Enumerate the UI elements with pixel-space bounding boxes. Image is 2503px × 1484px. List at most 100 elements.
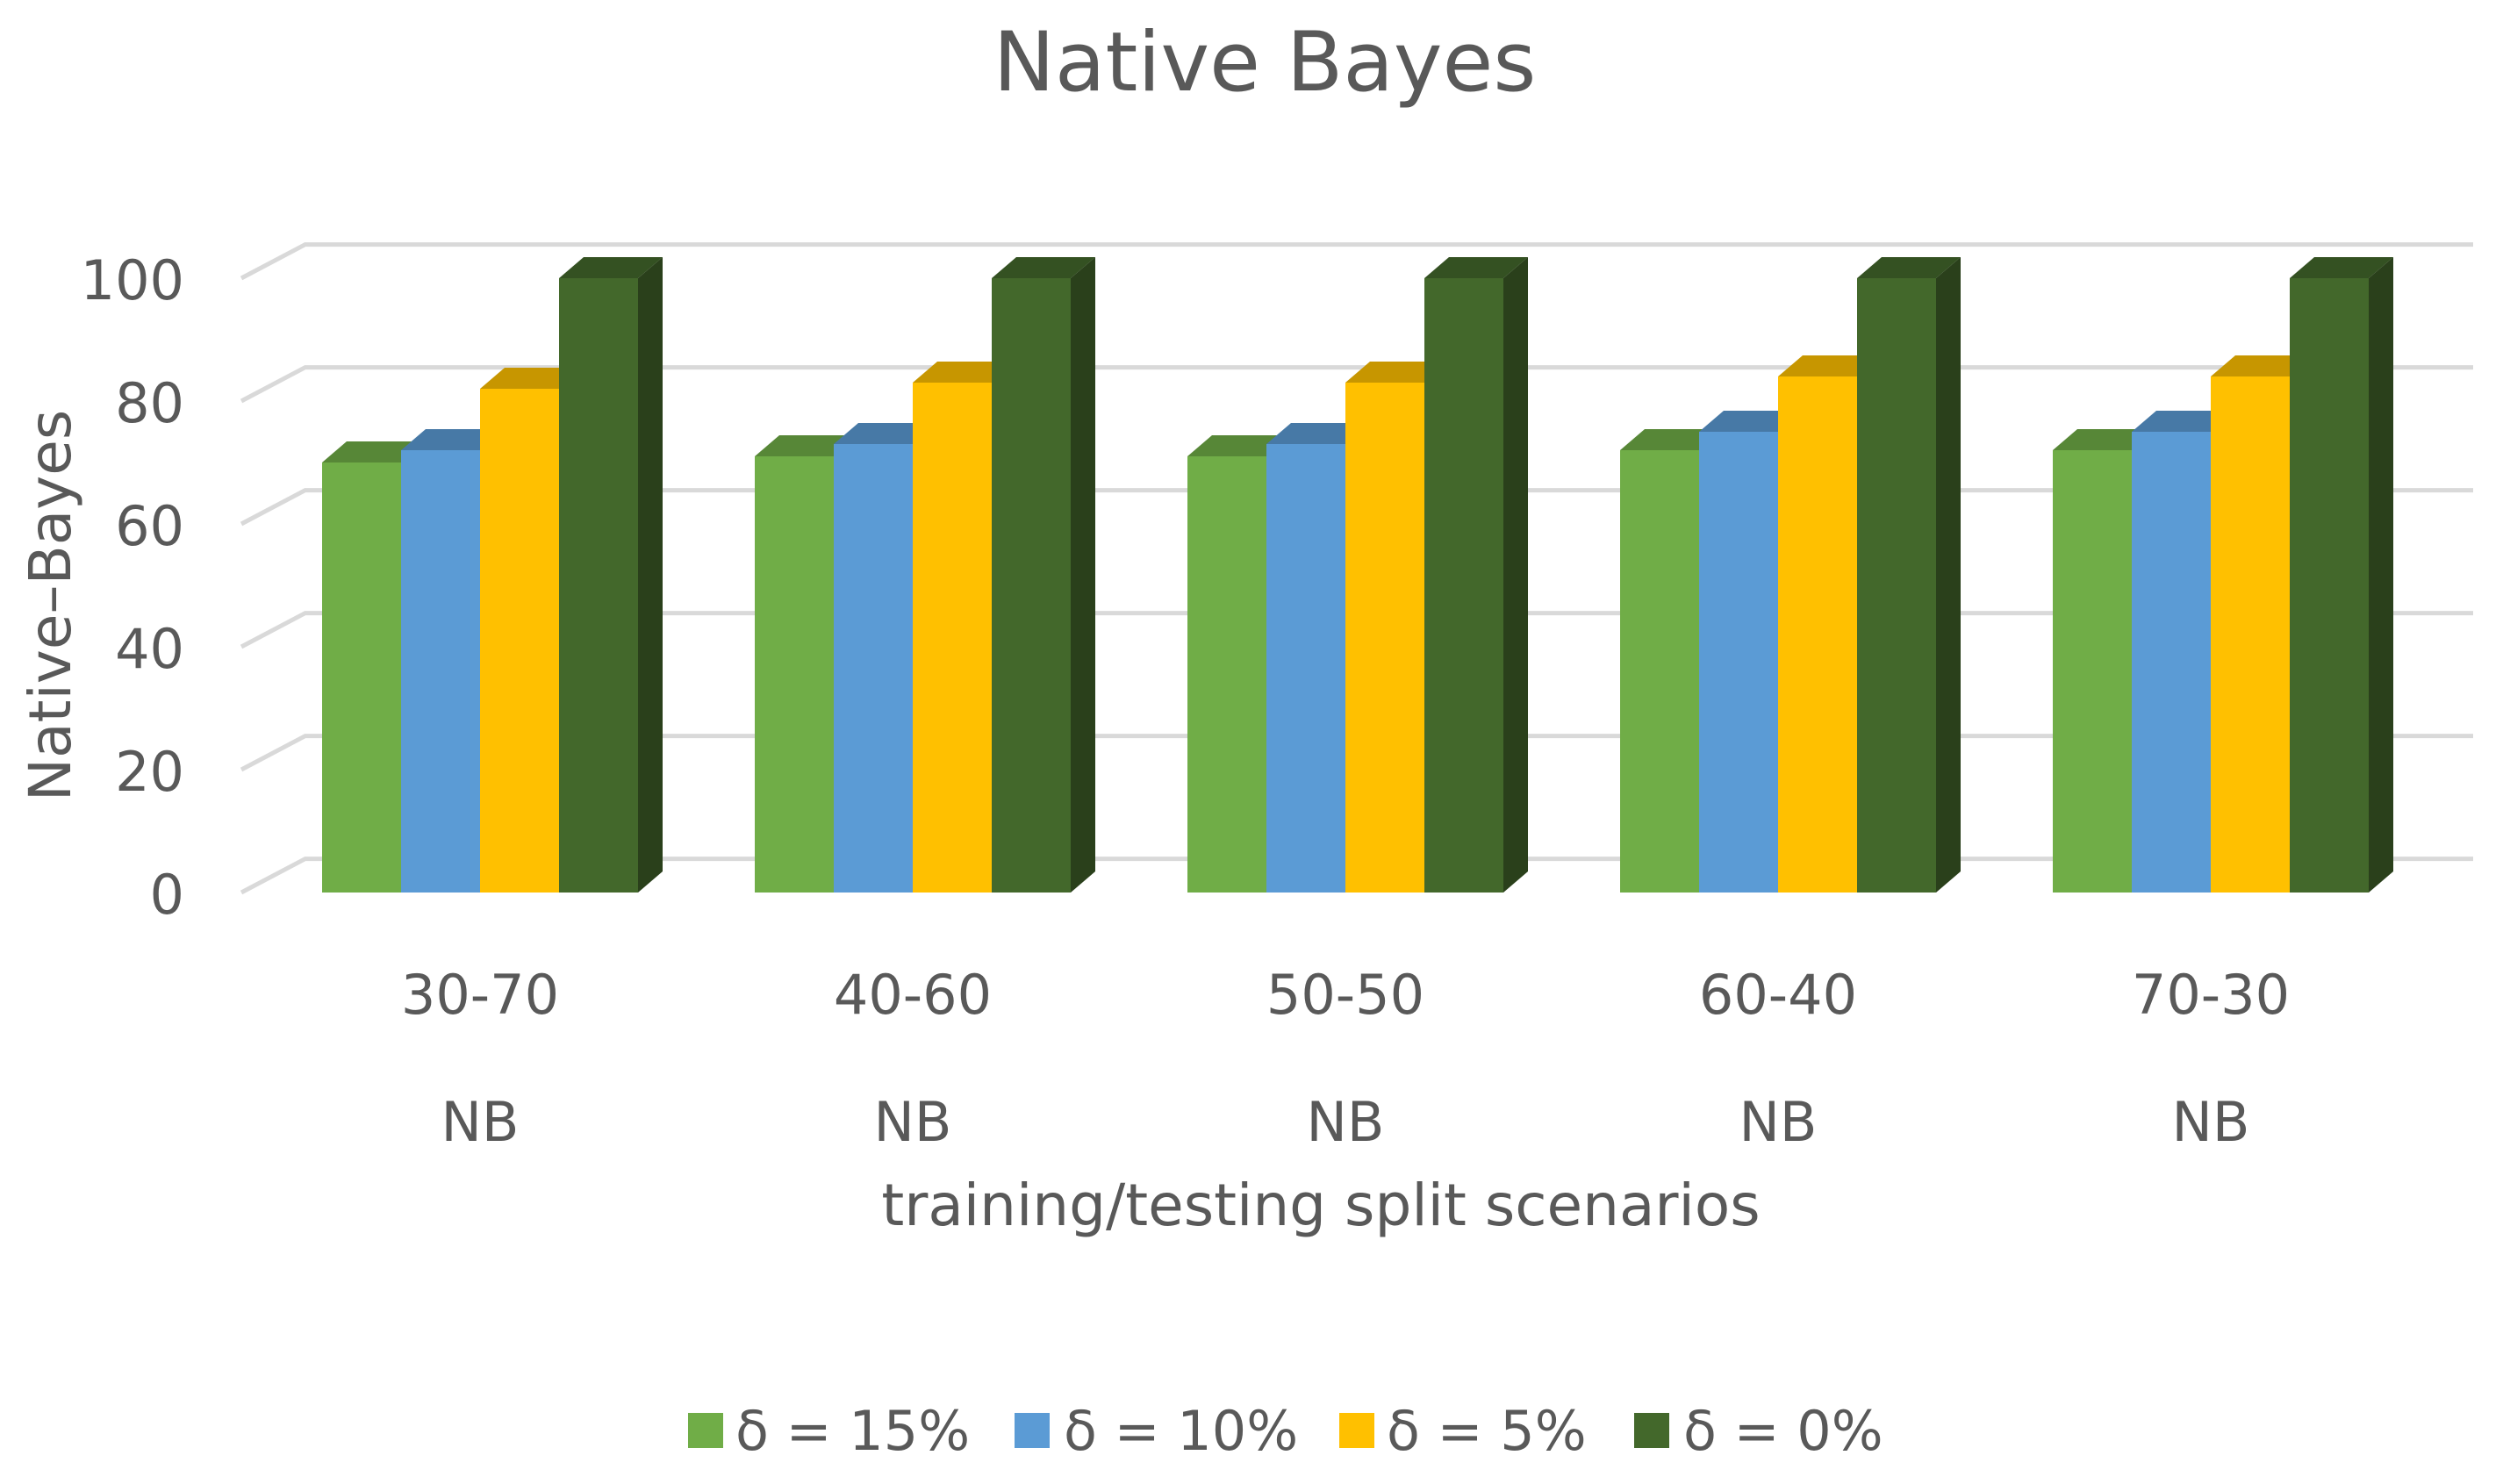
bar (559, 257, 663, 893)
bar-top (480, 368, 584, 389)
bar (1699, 411, 1803, 893)
legend-swatch (1339, 1413, 1374, 1448)
y-axis-title: Native–Bayes (17, 410, 84, 801)
legend-item: δ = 10% (1015, 1399, 1298, 1463)
bar (992, 257, 1095, 893)
bar-top (401, 429, 505, 450)
bar-front (992, 278, 1071, 893)
legend-swatch (688, 1413, 723, 1448)
bar (1778, 355, 1882, 893)
bar-top (559, 257, 663, 278)
bar (834, 423, 937, 893)
bar-front (1345, 383, 1424, 893)
bar-top (1620, 429, 1724, 450)
bar-top (1345, 362, 1449, 383)
bar-top (834, 423, 937, 444)
bar (1266, 423, 1370, 893)
x-tick-sublabel: NB (874, 1090, 952, 1154)
bar-front (559, 278, 638, 893)
y-tick-label: 100 (81, 248, 184, 312)
bar-top (2053, 429, 2156, 450)
bar-top (1187, 435, 1291, 456)
legend-swatch (1015, 1413, 1050, 1448)
bar-front (913, 383, 992, 893)
bar-front (834, 444, 913, 893)
legend-item: δ = 5% (1339, 1399, 1587, 1463)
bar (755, 435, 858, 893)
bar-front (401, 450, 480, 893)
y-tick-label: 0 (150, 863, 184, 927)
legend-label: δ = 15% (735, 1399, 970, 1463)
bar-top (1266, 423, 1370, 444)
bar-front (2053, 450, 2132, 893)
bar-front (1266, 444, 1345, 893)
bar-top (1699, 411, 1803, 432)
bar-front (2132, 432, 2211, 893)
x-tick-label: 30-70 (401, 963, 559, 1027)
bar-front (480, 389, 559, 893)
bar-top (2132, 411, 2235, 432)
legend-item: δ = 15% (688, 1399, 970, 1463)
y-tick-label: 40 (115, 617, 184, 681)
legend-label: δ = 10% (1064, 1399, 1298, 1463)
bar-side (2369, 257, 2393, 893)
bar-top (2211, 355, 2314, 376)
bar-top (1778, 355, 1882, 376)
bar (1857, 257, 1961, 893)
x-tick-label: 70-30 (2132, 963, 2290, 1027)
bar (2053, 429, 2156, 893)
bar (401, 429, 505, 893)
legend-label: δ = 5% (1387, 1399, 1587, 1463)
x-tick-label: 60-40 (1699, 963, 1857, 1027)
x-axis-title: training/testing split scenarios (881, 1172, 1760, 1239)
bar-front (2211, 376, 2290, 893)
bar-front (2290, 278, 2369, 893)
bar-front (755, 456, 834, 893)
bars (322, 257, 2393, 893)
bar (913, 362, 1016, 893)
bar-front (1857, 278, 1936, 893)
y-tick-label: 60 (115, 494, 184, 558)
bar (480, 368, 584, 893)
bar-side (1071, 257, 1095, 893)
y-tick-label: 80 (115, 371, 184, 435)
x-tick-label: 40-60 (834, 963, 992, 1027)
bar (322, 441, 426, 893)
chart-title: Native Bayes (993, 15, 1537, 111)
y-tick-label: 20 (115, 740, 184, 804)
x-tick-sublabel: NB (1307, 1090, 1385, 1154)
bar-front (1778, 376, 1857, 893)
bar-front (1187, 456, 1266, 893)
legend-label: δ = 0% (1683, 1399, 1883, 1463)
legend-swatch (1634, 1413, 1669, 1448)
bar-top (1424, 257, 1528, 278)
bar-front (1620, 450, 1699, 893)
gridline (240, 365, 2473, 404)
bar (2290, 257, 2393, 893)
bar-top (1857, 257, 1961, 278)
bar (1345, 362, 1449, 893)
bar-side (1503, 257, 1528, 893)
bar-side (1936, 257, 1961, 893)
gridlines (240, 242, 2473, 895)
legend-item: δ = 0% (1634, 1399, 1883, 1463)
bar-front (1424, 278, 1503, 893)
x-tick-sublabel: NB (2172, 1090, 2250, 1154)
legend: δ = 15% δ = 10% δ = 5% δ = 0% (688, 1399, 1883, 1463)
gridline (240, 242, 2473, 281)
bar-front (322, 462, 401, 893)
axis-labels: 0 20 40 60 80 100 30-70 NB 40-60 NB 50-50 NB 60-40 NB… (81, 248, 2290, 1154)
bar-top (322, 441, 426, 462)
bar (2132, 411, 2235, 893)
x-tick-sublabel: NB (441, 1090, 520, 1154)
bar (1187, 435, 1291, 893)
bar-top (755, 435, 858, 456)
bar-top (2290, 257, 2393, 278)
bar-top (913, 362, 1016, 383)
x-tick-label: 50-50 (1266, 963, 1424, 1027)
bar (2211, 355, 2314, 893)
bar-front (1699, 432, 1778, 893)
bar-top (992, 257, 1095, 278)
